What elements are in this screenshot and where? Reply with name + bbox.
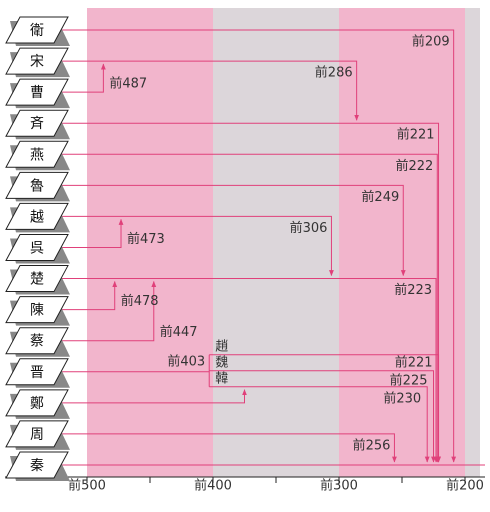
state-label: 魏 <box>215 355 228 370</box>
state-label: 周 <box>30 427 44 443</box>
arrow <box>62 122 441 463</box>
state-label: 越 <box>30 209 44 225</box>
arrow <box>209 370 436 463</box>
box <box>5 389 69 417</box>
box <box>5 171 69 199</box>
year-label: 前447 <box>160 324 198 340</box>
arrow <box>62 215 334 277</box>
state-label: 燕 <box>30 147 44 163</box>
arrow <box>62 433 397 463</box>
box <box>5 420 69 448</box>
arrow <box>62 218 124 248</box>
box <box>5 78 69 106</box>
state-label: 晋 <box>30 365 44 381</box>
year-label: 前222 <box>395 158 433 174</box>
state-label: 宋 <box>30 54 44 70</box>
box <box>5 296 69 324</box>
box <box>5 202 69 230</box>
box <box>5 358 69 386</box>
arrow <box>62 63 106 93</box>
year-label: 前487 <box>109 76 147 92</box>
tick-label: 前200 <box>446 478 484 494</box>
tick-label: 前500 <box>68 478 106 494</box>
tick-label: 前300 <box>320 478 358 494</box>
state-label: 斉 <box>30 116 44 132</box>
box <box>5 233 69 261</box>
year-label: 前306 <box>290 220 328 236</box>
arrow <box>62 153 440 463</box>
box <box>5 16 69 44</box>
arrow <box>62 60 360 121</box>
arrow <box>62 389 247 404</box>
band <box>465 8 480 477</box>
arrow <box>209 354 441 463</box>
band <box>213 8 339 477</box>
year-label: 前221 <box>395 354 433 370</box>
state-label: 曹 <box>30 85 44 101</box>
year-label: 前225 <box>390 372 428 388</box>
state-label: 衛 <box>30 23 44 39</box>
box <box>5 47 69 75</box>
box <box>5 140 69 168</box>
state-label: 魯 <box>30 178 44 194</box>
state-label: 鄭 <box>30 396 44 412</box>
year-label: 前209 <box>412 34 450 50</box>
arrow <box>62 278 439 463</box>
year-label: 前221 <box>397 127 435 143</box>
arrow <box>209 386 430 463</box>
band <box>339 8 465 477</box>
year-label: 前473 <box>127 231 165 247</box>
arrow <box>62 280 118 311</box>
box <box>5 109 69 137</box>
tick-label: 前400 <box>194 478 232 494</box>
box <box>5 265 69 293</box>
band <box>87 8 213 477</box>
state-label: 陳 <box>30 303 44 319</box>
year-label: 前249 <box>361 189 399 205</box>
arrow <box>62 29 457 463</box>
year-label: 前230 <box>383 390 421 406</box>
year-label: 前256 <box>353 437 391 453</box>
arrow <box>62 280 157 342</box>
year-label: 前403 <box>167 353 205 369</box>
year-label: 前478 <box>121 293 159 309</box>
box <box>5 451 69 479</box>
state-label: 韓 <box>215 371 228 386</box>
year-label: 前223 <box>394 282 432 298</box>
state-label: 秦 <box>30 458 44 474</box>
year-label: 前286 <box>315 65 353 81</box>
state-label: 呉 <box>30 240 44 256</box>
state-label: 蔡 <box>30 334 44 350</box>
arrow <box>62 184 406 277</box>
state-label: 楚 <box>30 272 44 288</box>
state-label: 趙 <box>215 338 228 354</box>
box <box>5 327 69 355</box>
